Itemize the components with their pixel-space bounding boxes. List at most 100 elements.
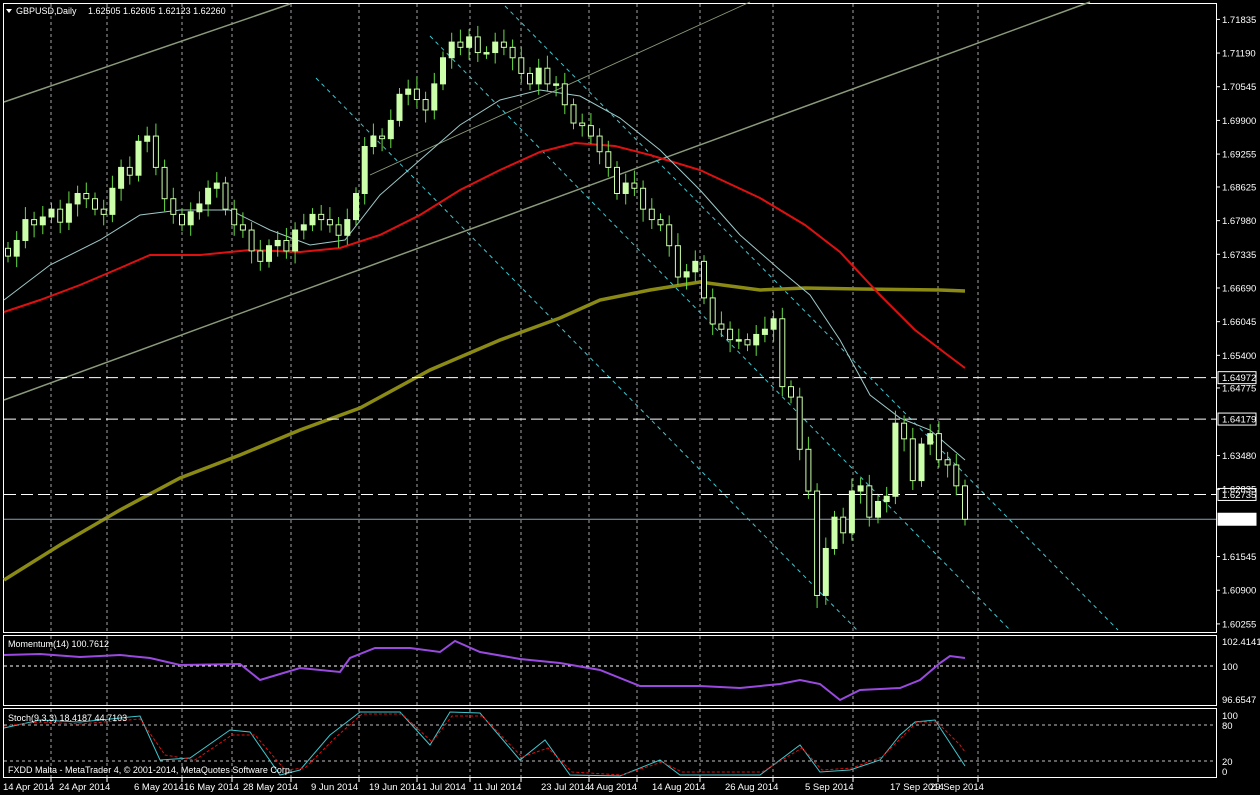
- bear-candle: [5, 247, 11, 257]
- price-tick-label: 1.70545: [1222, 82, 1256, 93]
- level-price-box: [1217, 371, 1257, 385]
- price-tick-label: 1.67980: [1222, 216, 1256, 227]
- price-tick-label: 1.60255: [1222, 619, 1256, 630]
- bear-candle: [31, 219, 38, 226]
- bull-candle: [370, 135, 377, 148]
- bear-candle: [805, 448, 812, 492]
- bear-candle: [709, 297, 716, 325]
- bear-candle: [596, 135, 603, 153]
- bull-candle: [857, 485, 864, 492]
- level-price-label: 1.64179: [1222, 415, 1256, 426]
- time-tick-label: 6 May 2014: [134, 782, 184, 793]
- bear-candle: [648, 208, 655, 221]
- price-tick-label: 1.60900: [1222, 586, 1256, 597]
- time-tick-label: 17 Sep 2014: [890, 782, 944, 793]
- stoch-tick-20: 20: [1222, 757, 1233, 768]
- bull-candle: [309, 213, 316, 226]
- moving-averages: [3, 89, 966, 582]
- bear-candle: [788, 386, 794, 398]
- price-tick-label: 1.71190: [1222, 49, 1256, 60]
- bull-candle: [74, 192, 81, 205]
- bear-candle: [57, 208, 64, 223]
- bear-candle: [727, 328, 734, 341]
- momentum-title: Momentum(14) 100.7612: [8, 639, 109, 649]
- bear-candle: [239, 224, 246, 231]
- price-tick-label: 1.62835: [1222, 485, 1256, 496]
- bull-candle: [918, 443, 925, 482]
- level-price-box: [1217, 487, 1257, 501]
- bull-candle: [735, 339, 742, 342]
- price-tick-label: 1.69900: [1222, 116, 1256, 127]
- bear-candle: [527, 72, 533, 85]
- bear-candle: [570, 104, 577, 124]
- bull-candle: [753, 333, 760, 346]
- bull-candle: [300, 224, 307, 231]
- momentum-tick-mid: 100: [1222, 662, 1238, 673]
- bull-candle: [466, 36, 473, 48]
- bull-candle: [848, 490, 855, 534]
- price-tick-label: 1.71835: [1222, 15, 1256, 26]
- bear-candle: [962, 485, 968, 520]
- level-price-box: [1217, 512, 1257, 526]
- bear-candle: [544, 67, 551, 85]
- bull-candle: [361, 146, 368, 194]
- bull-candle: [48, 208, 55, 218]
- bear-candle: [944, 459, 951, 466]
- bull-candle: [927, 433, 934, 445]
- time-axis: 14 Apr 2014 24 Apr 2014 6 May 2014 16 May 2…: [3, 778, 984, 793]
- bull-candle: [135, 140, 142, 176]
- up-channel-line: [369, 1, 751, 176]
- bear-candle: [866, 485, 873, 518]
- bear-candle: [814, 490, 821, 596]
- grid-lines: [50, 4, 979, 777]
- bear-candle: [779, 318, 786, 388]
- level-price-box: [1217, 412, 1257, 426]
- bear-candle: [840, 516, 847, 534]
- bear-candle: [509, 46, 516, 59]
- bull-candle: [266, 245, 272, 262]
- bull-candle: [683, 271, 690, 278]
- time-tick-label: 23 Jul 2014: [541, 782, 590, 793]
- bear-candle: [379, 135, 386, 140]
- stoch-tick-100: 100: [1222, 711, 1238, 722]
- main-pane-border: [3, 3, 1217, 633]
- horizontal-levels[interactable]: 1.64972 1.64179 1.62735 1.62260: [4, 371, 1257, 526]
- bull-candle: [770, 318, 777, 330]
- time-tick-label: 26 Aug 2014: [725, 782, 778, 793]
- bull-candle: [344, 219, 351, 236]
- ma-200-line: [3, 280, 966, 582]
- bull-candle: [109, 187, 116, 215]
- bear-candle: [605, 151, 612, 168]
- bear-candle: [83, 192, 90, 200]
- bear-candle: [909, 438, 916, 482]
- bear-candle: [231, 208, 238, 226]
- candlesticks: [5, 25, 968, 608]
- bear-candle: [161, 166, 168, 200]
- bull-candle: [292, 229, 299, 252]
- price-axis: 1.71835 1.71190 1.70545 1.69900 1.69255 1.686…: [1216, 15, 1256, 630]
- bull-candle: [396, 93, 403, 121]
- bear-candle: [518, 57, 525, 74]
- bear-candle: [126, 166, 133, 176]
- bear-candle: [257, 250, 264, 262]
- bear-candle: [100, 208, 107, 215]
- copyright-text: FXDD Malta - MetaTrader 4, © 2001-2014, …: [8, 765, 292, 775]
- price-tick-label: 1.66045: [1222, 317, 1256, 328]
- level-price-label: 1.62735: [1222, 490, 1256, 501]
- bull-candle: [622, 182, 629, 194]
- trendlines: [3, 1, 1119, 631]
- price-tick-label: 1.61545: [1222, 552, 1256, 563]
- bear-candle: [92, 198, 98, 210]
- bear-candle: [248, 229, 255, 252]
- bear-candle: [152, 135, 159, 168]
- bull-candle: [196, 203, 203, 213]
- bull-candle: [692, 260, 699, 273]
- time-tick-label: 4 Aug 2014: [589, 782, 637, 793]
- bear-candle: [796, 396, 803, 450]
- price-tick-label: 1.64775: [1222, 383, 1256, 394]
- bull-candle: [65, 203, 72, 223]
- bull-candle: [387, 119, 394, 140]
- time-tick-label: 14 Apr 2014: [3, 782, 54, 793]
- chart-menu-triangle-icon[interactable]: [6, 9, 12, 13]
